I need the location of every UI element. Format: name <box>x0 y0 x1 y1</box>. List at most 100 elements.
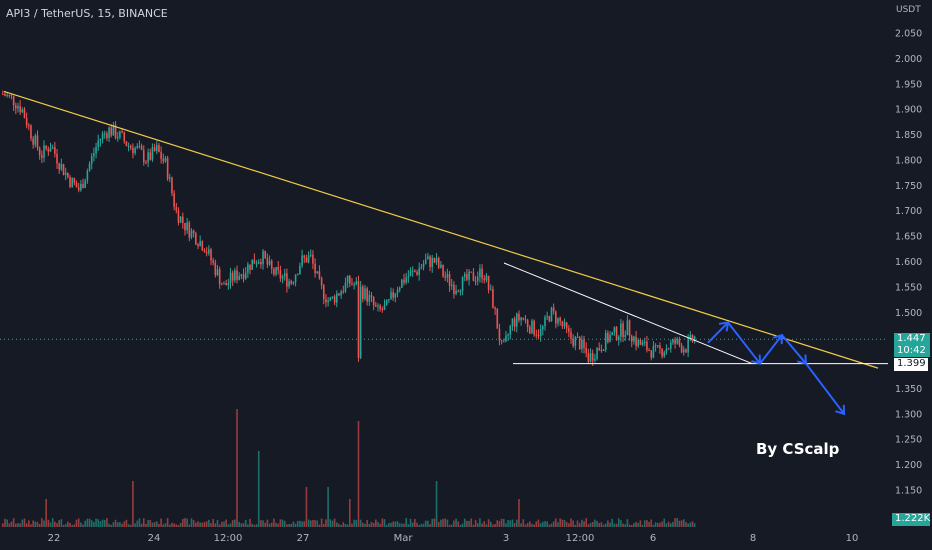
volume-bar <box>84 520 87 527</box>
volume-bar <box>249 518 251 527</box>
volume-bar <box>335 522 338 527</box>
volume-bar <box>346 524 349 527</box>
volume-bar <box>342 522 345 527</box>
volume-bar <box>615 523 618 527</box>
candle-body <box>273 268 275 275</box>
candle-body <box>257 262 260 264</box>
candle-body <box>372 297 375 306</box>
volume-bar <box>639 520 642 527</box>
volume-bar <box>461 523 464 527</box>
volume-bar <box>329 519 332 527</box>
candle-body <box>487 275 490 290</box>
volume-bar <box>405 518 407 527</box>
candle-body <box>268 260 271 265</box>
volume-bar <box>110 524 113 527</box>
volume-bar <box>602 524 605 527</box>
candle-body <box>537 334 540 336</box>
volume-bar <box>661 521 663 527</box>
candle-body <box>591 353 594 361</box>
candle-body <box>598 347 601 350</box>
volume-bar <box>56 523 58 527</box>
candle-body <box>561 321 564 327</box>
candle-body <box>405 277 407 283</box>
candle-body <box>689 334 692 339</box>
volume-bar <box>316 520 319 527</box>
x-tick-label: 22 <box>48 533 61 544</box>
candle-body <box>364 288 366 299</box>
y-tick-label: 1.900 <box>895 105 922 116</box>
candle-body <box>58 163 60 170</box>
candle-body <box>30 125 32 139</box>
volume-bar <box>646 520 648 527</box>
candle-body <box>522 317 525 320</box>
volume-bar <box>401 523 403 527</box>
volume-bar <box>626 519 629 527</box>
volume-bar <box>125 519 128 527</box>
volume-bar <box>149 520 152 527</box>
x-tick-label: 12:00 <box>566 533 595 544</box>
volume-bar <box>286 524 288 527</box>
candle-body <box>309 254 312 256</box>
candle-body <box>659 345 661 349</box>
volume-bar <box>407 524 410 527</box>
candle-body <box>216 269 219 275</box>
volume-bar <box>693 523 696 527</box>
volume-bar <box>19 523 21 527</box>
candle-body <box>546 316 548 318</box>
volume-bar <box>195 522 197 527</box>
candle-body <box>240 274 243 277</box>
y-tick-label: 1.700 <box>895 206 922 217</box>
candle-body <box>693 336 696 342</box>
candle-body <box>307 255 310 263</box>
volume-bar <box>435 481 438 527</box>
candle-body <box>463 274 466 277</box>
y-tick-label: 2.050 <box>895 29 922 40</box>
volume-bar <box>175 524 178 527</box>
candle-body <box>123 132 126 142</box>
candle-body <box>587 352 590 362</box>
volume-bar <box>270 522 273 527</box>
candle-body <box>127 145 130 147</box>
candle-body <box>533 320 535 335</box>
volume-bar <box>542 521 544 527</box>
candle-body <box>457 290 460 292</box>
volume-bar <box>184 518 186 527</box>
candle-body <box>505 335 507 342</box>
y-tick-label: 1.800 <box>895 155 922 166</box>
candle-body <box>56 153 58 164</box>
volume-bar <box>589 522 592 527</box>
volume-bar <box>318 524 321 527</box>
x-tick-label: 12:00 <box>214 533 243 544</box>
volume-bar <box>654 522 657 527</box>
candle-body <box>652 345 655 358</box>
candle-body <box>568 328 570 332</box>
volume-bar <box>116 522 119 527</box>
volume-bar <box>47 519 50 527</box>
volume-bar <box>576 520 579 527</box>
volume-bar <box>210 523 212 527</box>
candle-body <box>125 141 128 146</box>
candle-body <box>15 105 17 109</box>
volume-bar <box>275 522 277 527</box>
volume-bar <box>99 521 102 527</box>
candle-body <box>535 334 538 336</box>
volume-bar <box>526 523 529 527</box>
candle-body <box>236 270 238 280</box>
candle-body <box>453 284 455 294</box>
volume-bar <box>333 518 336 527</box>
candle-body <box>151 147 154 160</box>
volume-bar <box>442 518 444 527</box>
volume-bar <box>578 523 581 527</box>
candle-body <box>320 278 323 286</box>
candle-body <box>691 334 694 342</box>
volume-bar <box>672 521 674 527</box>
candle-body <box>444 276 447 278</box>
candle-body <box>142 149 145 163</box>
volume-bar <box>307 519 310 527</box>
candle-body <box>442 264 444 277</box>
candle-body <box>351 283 353 285</box>
volume-bar <box>565 522 568 527</box>
y-tick-label: 1.500 <box>895 308 922 319</box>
resistance-trendline <box>3 90 879 369</box>
